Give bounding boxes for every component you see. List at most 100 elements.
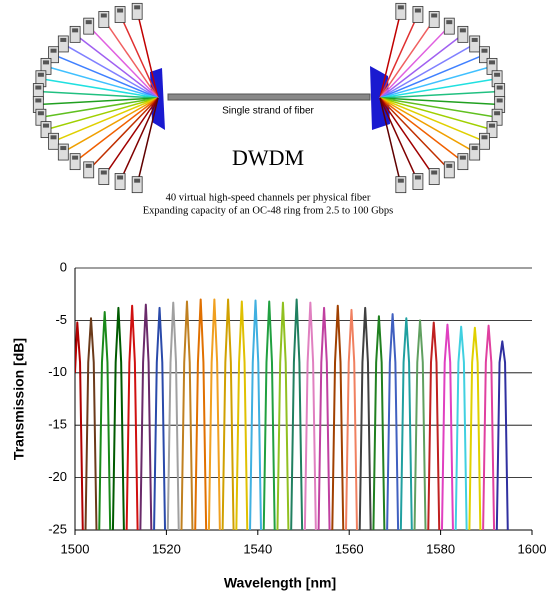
channel-curve — [454, 325, 468, 530]
device-screen — [471, 146, 478, 151]
fiber — [167, 93, 371, 101]
channel-line — [379, 33, 464, 99]
device — [479, 132, 490, 150]
device — [395, 176, 407, 194]
device — [428, 168, 440, 185]
device-screen — [72, 155, 79, 160]
channel-line — [379, 97, 435, 177]
device-screen — [431, 13, 438, 18]
device-screen — [446, 163, 453, 168]
channel-curve — [372, 315, 386, 530]
x-axis-label: Wavelength [nm] — [224, 575, 336, 591]
channel-line — [103, 19, 159, 99]
x-tick-label: 1600 — [518, 541, 547, 556]
channel-curve — [262, 300, 276, 530]
channel-curve — [125, 304, 139, 530]
device-screen — [60, 146, 67, 151]
device-screen — [494, 72, 501, 77]
device — [114, 173, 126, 190]
device — [114, 6, 126, 23]
channel-curve — [153, 306, 167, 530]
x-tick-label: 1500 — [61, 541, 90, 556]
channel-line — [379, 97, 464, 163]
channel-curve — [98, 311, 112, 530]
device — [131, 176, 143, 194]
channel-line — [136, 11, 159, 99]
device-screen — [496, 98, 503, 103]
channel-line — [379, 97, 402, 185]
channel-line — [119, 14, 159, 99]
channel-line — [379, 97, 476, 153]
device-screen — [60, 37, 67, 42]
channel-curve — [386, 313, 400, 530]
device-screen — [35, 98, 42, 103]
device-screen — [117, 175, 124, 180]
device-screen — [414, 8, 421, 13]
channel-line — [379, 14, 419, 99]
device — [395, 2, 407, 20]
channel-line — [379, 25, 450, 99]
device-screen — [100, 13, 107, 18]
device — [69, 153, 81, 171]
channel-line — [379, 78, 498, 99]
device — [469, 35, 481, 53]
channel-line — [40, 97, 159, 118]
y-tick-label: -5 — [55, 312, 67, 327]
channel-curve — [235, 300, 249, 530]
y-tick-label: -20 — [48, 469, 67, 484]
channel-curve — [345, 308, 358, 530]
device — [48, 132, 59, 150]
device — [486, 121, 498, 139]
device-screen — [134, 178, 141, 183]
channel-line — [88, 25, 159, 99]
channel-line — [379, 97, 500, 106]
channel-curve — [331, 304, 345, 530]
channel-line — [379, 97, 493, 131]
channel-curve — [358, 306, 372, 530]
channel-curve — [180, 300, 194, 530]
fiber-label: Single strand of fiber — [222, 106, 314, 117]
device-screen — [459, 155, 466, 160]
channel-line — [88, 97, 159, 171]
channel-curve — [317, 306, 331, 530]
channel-line — [136, 97, 159, 185]
device — [69, 25, 81, 43]
channel-curve — [427, 321, 441, 530]
device-screen — [50, 48, 57, 53]
channel-curve — [468, 326, 482, 530]
x-tick-label: 1580 — [426, 541, 455, 556]
channel-curve — [276, 301, 290, 530]
channel-curve — [221, 298, 235, 530]
channel-line — [379, 19, 435, 99]
y-tick-label: 0 — [60, 259, 67, 274]
device — [83, 161, 95, 179]
device-screen — [397, 178, 404, 183]
device-screen — [488, 123, 495, 128]
diagram-title: DWDM — [232, 145, 304, 170]
device — [40, 121, 52, 139]
channel-line — [379, 97, 498, 118]
device — [48, 46, 59, 64]
device — [57, 143, 69, 161]
y-axis-label: Transmission [dB] — [11, 338, 27, 460]
device-screen — [494, 111, 501, 116]
dwdm-diagram: Single strand of fiber DWDM 40 virtual h… — [32, 2, 506, 216]
channel-line — [379, 90, 500, 99]
device — [457, 25, 469, 43]
device-screen — [43, 123, 50, 128]
channel-curve — [207, 298, 221, 530]
channel-line — [379, 11, 402, 99]
device-screen — [134, 5, 141, 10]
channel-curve — [139, 303, 153, 530]
channel-curve — [249, 299, 262, 530]
channel-line — [38, 90, 159, 99]
device — [57, 35, 69, 53]
channel-line — [62, 43, 159, 99]
channel-line — [53, 54, 159, 99]
device — [469, 143, 481, 161]
channel-line — [379, 54, 485, 99]
device-screen — [50, 135, 57, 140]
device-screen — [496, 85, 503, 90]
channel-line — [119, 97, 159, 182]
